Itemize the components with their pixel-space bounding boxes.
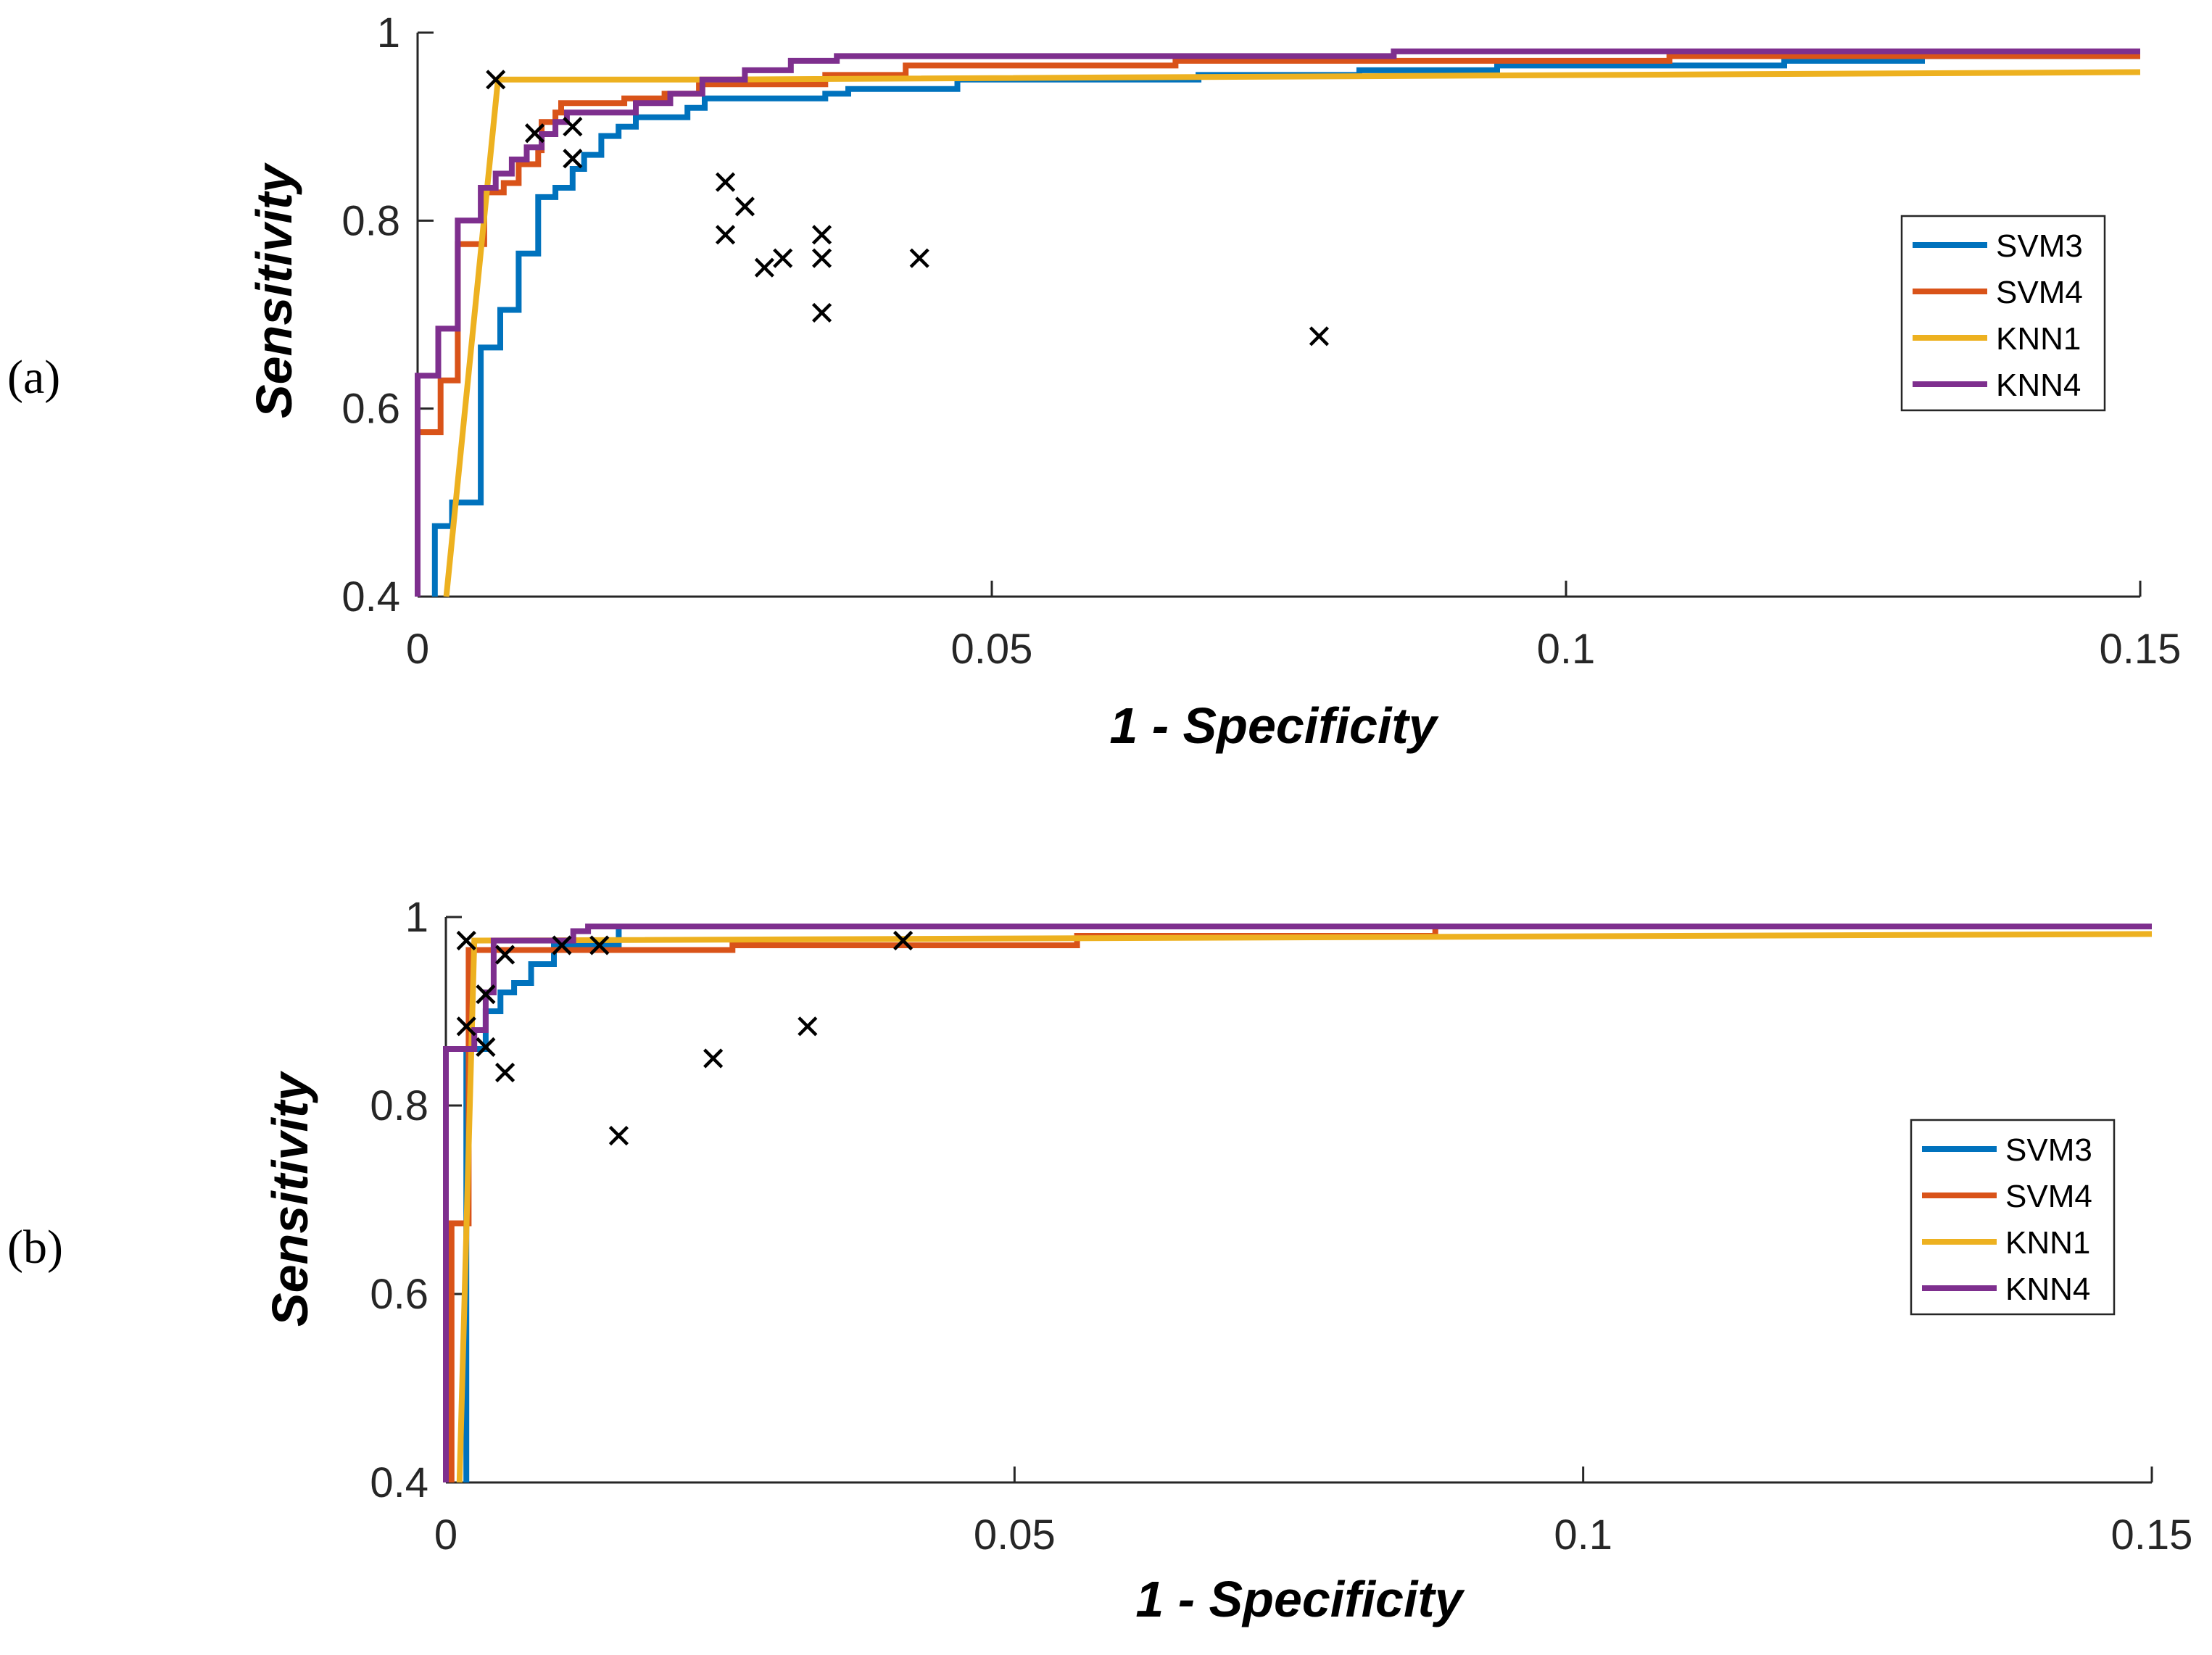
series-line-knn4 bbox=[415, 48, 2140, 597]
operating-point-marker bbox=[608, 1126, 629, 1146]
series-line-svm4 bbox=[418, 53, 2140, 436]
legend-label-knn4: KNN4 bbox=[2005, 1272, 2090, 1307]
series-line-knn1 bbox=[456, 931, 2153, 1483]
x-tick-label: 0.15 bbox=[2111, 1511, 2193, 1559]
operating-point-marker bbox=[524, 123, 545, 144]
operating-point-marker bbox=[893, 930, 914, 951]
x-tick-label: 0.1 bbox=[1554, 1511, 1612, 1559]
y-axis-label-a: Sensitivity bbox=[246, 162, 302, 418]
operating-point-marker bbox=[734, 196, 755, 217]
legend-label-svm3: SVM3 bbox=[2005, 1132, 2092, 1168]
operating-point-marker bbox=[456, 1016, 476, 1037]
series-line-svm4 bbox=[448, 924, 2152, 1482]
roc-panel-a: (a) 0 0.05 0.1 0.15 0.4 0.6 0.8 1 1 - Specifici… bbox=[7, 9, 2181, 754]
operating-point-marker bbox=[494, 1062, 515, 1083]
series-line-knn1 bbox=[443, 69, 2141, 597]
operating-point-marker bbox=[552, 935, 572, 955]
operating-point-marker bbox=[703, 1048, 724, 1069]
series-line-knn4 bbox=[443, 924, 2152, 1482]
x-tick-label: 0.15 bbox=[2100, 626, 2182, 673]
y-tick-label: 1 bbox=[377, 9, 400, 57]
legend-label-svm4: SVM4 bbox=[1996, 275, 2083, 310]
legend-label-knn4: KNN4 bbox=[1996, 368, 2081, 403]
operating-point-marker bbox=[773, 248, 793, 268]
operating-point-marker bbox=[494, 945, 515, 965]
x-tick-label: 0.05 bbox=[974, 1511, 1056, 1559]
operating-point-marker bbox=[1309, 326, 1330, 347]
operating-point-marker bbox=[486, 70, 506, 90]
x-tick-label: 0.1 bbox=[1537, 626, 1596, 673]
roc-panel-b: (b) 0 0.05 0.1 0.15 0.4 0.6 0.8 1 1 - Specifici… bbox=[7, 894, 2192, 1627]
legend-label-svm3: SVM3 bbox=[1996, 228, 2083, 264]
legend-box bbox=[1900, 215, 2106, 412]
legend-label-svm4: SVM4 bbox=[2005, 1179, 2092, 1214]
operating-point-marker bbox=[476, 984, 496, 1005]
operating-point-marker bbox=[476, 1037, 496, 1057]
y-axis-label-b: Sensitivity bbox=[262, 1071, 318, 1327]
legend-label-knn1: KNN1 bbox=[2005, 1225, 2090, 1261]
operating-point-marker bbox=[715, 225, 736, 245]
y-tick-label: 0.8 bbox=[370, 1082, 428, 1129]
operating-point-marker bbox=[563, 149, 583, 169]
legend-label-knn1: KNN1 bbox=[1996, 321, 2081, 357]
operating-point-marker bbox=[456, 930, 476, 951]
operating-point-marker bbox=[909, 248, 929, 268]
operating-point-marker bbox=[754, 257, 774, 278]
y-tick-label: 0.6 bbox=[370, 1271, 428, 1318]
operating-point-marker bbox=[811, 248, 832, 268]
series-line-svm3 bbox=[463, 924, 2152, 1482]
x-tick-label: 0.05 bbox=[951, 626, 1033, 673]
operating-point-marker bbox=[811, 225, 832, 245]
panel-label-b: (b) bbox=[7, 1221, 63, 1274]
legend-b: SVM3 SVM4 KNN1 KNN4 bbox=[1910, 1119, 2116, 1316]
x-tick-label: 0 bbox=[434, 1511, 457, 1559]
y-tick-label: 0.8 bbox=[341, 197, 400, 244]
operating-point-marker bbox=[798, 1016, 818, 1037]
panel-label-a: (a) bbox=[7, 351, 60, 404]
operating-point-marker bbox=[715, 172, 736, 192]
y-tick-label: 0.6 bbox=[341, 386, 400, 433]
series-line-svm3 bbox=[431, 53, 2140, 597]
x-tick-label: 0 bbox=[406, 626, 429, 673]
operating-point-marker bbox=[811, 302, 832, 323]
y-tick-label: 1 bbox=[405, 894, 428, 941]
x-axis-label-b: 1 - Specificity bbox=[1135, 1571, 1465, 1627]
legend-box bbox=[1910, 1119, 2116, 1316]
y-tick-label: 0.4 bbox=[370, 1459, 428, 1506]
operating-point-marker bbox=[589, 935, 610, 955]
x-axis-label-a: 1 - Specificity bbox=[1109, 697, 1438, 754]
operating-point-marker bbox=[563, 117, 583, 137]
y-tick-label: 0.4 bbox=[341, 573, 400, 621]
legend-a: SVM3 SVM4 KNN1 KNN4 bbox=[1900, 215, 2106, 412]
